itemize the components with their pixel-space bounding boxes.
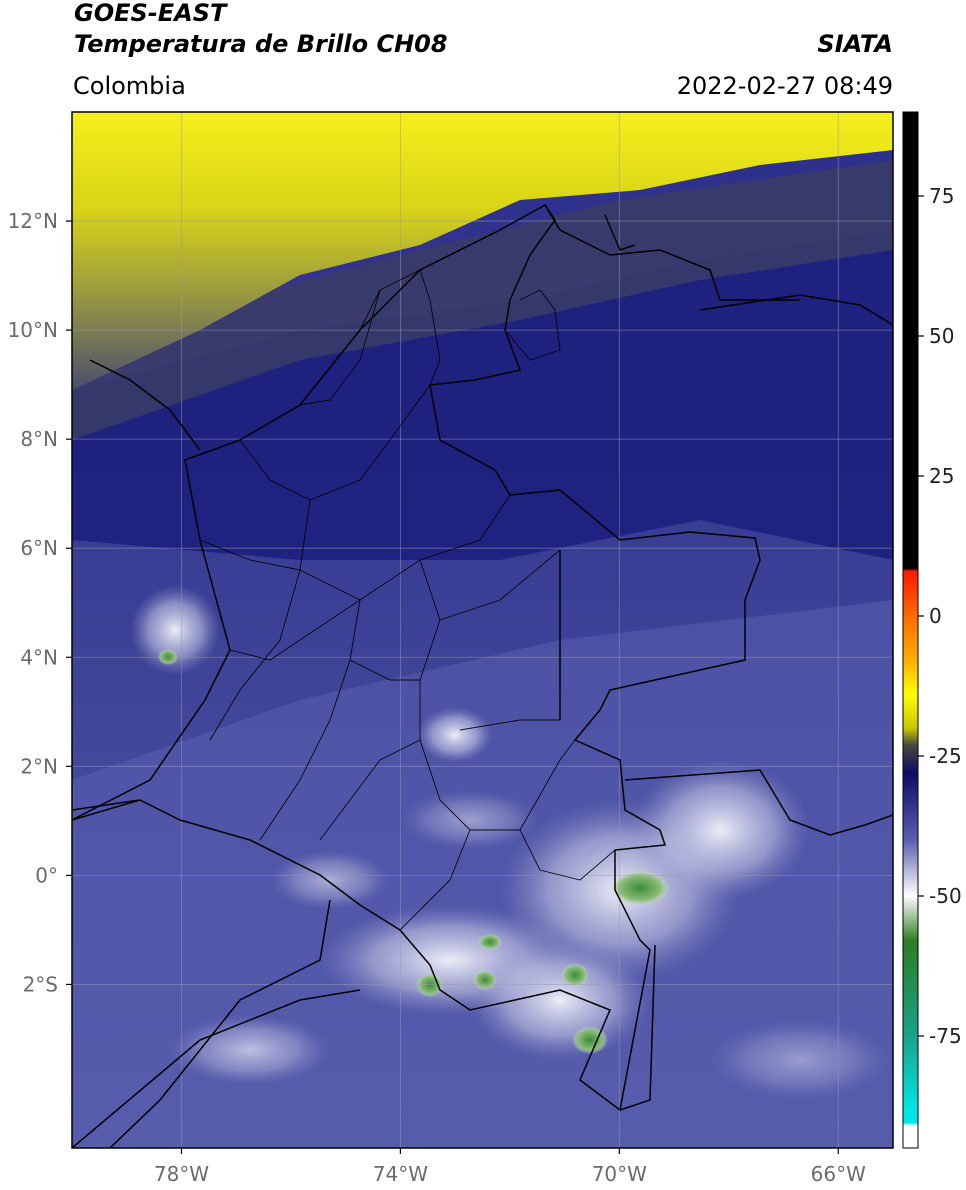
lat-tick-label: 4°N <box>20 645 58 669</box>
map-frame <box>71 111 894 1149</box>
longitude-axis: 78°W 74°W 70°W 66°W <box>154 1148 866 1186</box>
title-line1: GOES-EAST <box>74 0 227 27</box>
lon-tick-label: 74°W <box>373 1162 428 1186</box>
agency-label: SIATA <box>817 30 893 58</box>
colorbar-tick-label: -50 <box>929 884 962 908</box>
lat-tick-label: 10°N <box>8 318 58 342</box>
lat-tick-label: 0° <box>35 863 58 887</box>
colorbar-tick-label: -75 <box>929 1024 962 1048</box>
title-line2: Temperatura de Brillo CH08 <box>74 30 448 58</box>
lat-tick-label: 12°N <box>8 209 58 233</box>
country-borders <box>72 204 893 1148</box>
latitude-axis: 12°N 10°N 8°N 6°N 4°N 2°N 0° 2°S <box>8 209 72 996</box>
datetime-label: 2022-02-27 08:49 <box>676 72 893 100</box>
lon-tick-label: 70°W <box>592 1162 647 1186</box>
colorbar-tick-label: 50 <box>929 324 954 348</box>
lat-tick-label: 2°N <box>20 754 58 778</box>
satellite-imagery <box>72 112 893 1148</box>
colorbar: 75 50 25 0 -25 -50 -75 <box>902 111 962 1149</box>
region-label: Colombia <box>73 72 186 100</box>
graticule <box>72 112 893 1148</box>
colorbar-tick-label: 0 <box>929 604 942 628</box>
colorbar-tick-label: 25 <box>929 464 954 488</box>
colorbar-tick-label: 75 <box>929 184 954 208</box>
lon-tick-label: 78°W <box>154 1162 209 1186</box>
lat-tick-label: 8°N <box>20 427 58 451</box>
lon-tick-label: 66°W <box>811 1162 866 1186</box>
department-borders <box>199 269 616 931</box>
colorbar-tick-label: -25 <box>929 744 962 768</box>
lat-tick-label: 6°N <box>20 536 58 560</box>
colorbar-scale <box>902 111 919 1149</box>
lat-tick-label: 2°S <box>23 972 58 996</box>
